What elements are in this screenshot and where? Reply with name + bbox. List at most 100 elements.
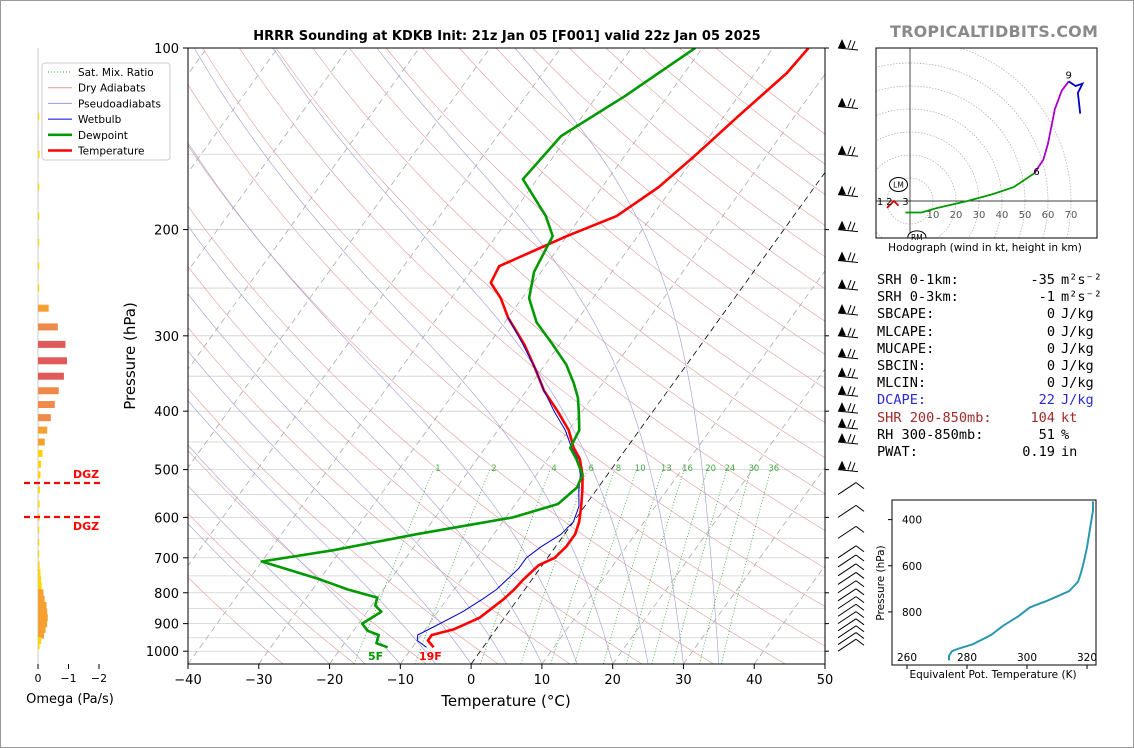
- barb-staff: [837, 375, 859, 379]
- hodograph-plot: [876, 48, 1097, 238]
- barb-pennant: [838, 145, 846, 155]
- index-value: 0: [1046, 358, 1055, 375]
- index-unit: J/kg: [1061, 358, 1094, 375]
- barb-pennant: [838, 402, 846, 412]
- hodograph-ring-label: 10: [927, 210, 940, 221]
- legend-box: [41, 62, 171, 161]
- barb-staff: [837, 287, 859, 291]
- hodograph-height-label: 6: [1033, 167, 1039, 178]
- index-value: 0: [1046, 340, 1055, 357]
- omega-bar: [38, 637, 42, 645]
- dry-adiabat: [188, 144, 786, 664]
- omega-bar: [38, 538, 40, 546]
- mixing-ratio-line: [353, 469, 434, 664]
- barb-flag: [851, 434, 856, 444]
- index-value: 0.19: [1022, 444, 1055, 461]
- index-value: -1: [1038, 289, 1055, 306]
- theta-e-ylabel: Pressure (hPa): [875, 545, 887, 620]
- omega-bar: [38, 340, 66, 348]
- theta-e-xtick-label: 300: [1017, 652, 1037, 664]
- index-row: SHR 200-850mb: 104 kt: [877, 410, 1102, 427]
- barb-pennant: [838, 185, 846, 195]
- omega-xlabel: Omega (Pa/s): [26, 692, 114, 707]
- barb-staff: [837, 312, 859, 316]
- isotherm: [329, 48, 774, 664]
- barb-flag: [847, 279, 852, 289]
- mixing-ratio-label: 36: [768, 464, 779, 474]
- index-unit: J/kg: [1061, 323, 1094, 340]
- skewt-ytick-label: 600: [154, 511, 179, 526]
- pseudoadiabat: [376, 48, 684, 664]
- skewt-profiles: [260, 48, 810, 649]
- theta-e-panel: 260 280 300 320 400 600 800 Equivalent Pot. Te…: [875, 499, 1097, 681]
- index-unit: J/kg: [1061, 306, 1094, 323]
- barb-flag: [855, 563, 865, 571]
- omega-bar: [38, 401, 55, 409]
- omega-bar: [38, 550, 40, 558]
- rm-marker: [907, 230, 927, 238]
- mixing-ratio-label: 1: [435, 464, 440, 474]
- barb-pennant: [838, 385, 846, 395]
- legend-label: Temperature: [77, 146, 145, 158]
- index-unit: in: [1061, 444, 1078, 461]
- isotherm: [188, 48, 349, 272]
- barb-staff: [837, 632, 857, 646]
- index-unit: kt: [1061, 409, 1078, 426]
- barb-flag: [855, 580, 865, 588]
- barb-flag: [847, 368, 852, 377]
- hodograph-trace: [1033, 80, 1070, 174]
- barb-flag: [847, 146, 852, 155]
- omega-bar: [38, 620, 48, 628]
- skewt-panel: HRRR Sounding at KDKB Init: 21z Jan 05 […: [41, 29, 833, 710]
- index-value: -35: [1030, 272, 1055, 288]
- barb-staff: [837, 482, 857, 496]
- mixing-ratio-line: [699, 469, 752, 664]
- legend-label: Wetbulb: [78, 114, 122, 126]
- surface-dewpoint-label: 5F: [368, 650, 383, 663]
- profile-temperature: [426, 48, 810, 649]
- dgz-label-bottom: DGZ: [73, 520, 99, 533]
- hodograph-ring-label: 70: [1065, 210, 1078, 221]
- omega-ticks: 0 −1 −2: [35, 664, 107, 685]
- barb-staff: [837, 105, 859, 109]
- barb-flag: [855, 611, 865, 619]
- index-unit: m²s⁻²: [1061, 272, 1102, 288]
- index-label: SHR 200-850mb:: [877, 409, 992, 426]
- surface-temp-label: 19F: [419, 650, 442, 663]
- hodograph-ring-label: 60: [1042, 210, 1055, 221]
- omega-bar: [38, 304, 49, 312]
- skewt-xtick-label: −20: [316, 673, 343, 688]
- barb-staff: [837, 525, 857, 539]
- barb-pennant: [838, 97, 846, 107]
- barb-flag: [855, 504, 865, 512]
- dry-adiabat: [495, 48, 825, 322]
- mixing-ratio-label: 24: [725, 464, 736, 474]
- pseudoadiabat: [188, 225, 543, 664]
- omega-bar: [38, 414, 51, 422]
- index-label: SRH 0-1km:: [877, 272, 959, 288]
- omega-bar: [38, 460, 42, 468]
- skewt-xtick-label: −30: [245, 673, 272, 688]
- skewt-ytick-label: 800: [154, 587, 179, 602]
- skewt-axes-frame: [187, 47, 826, 665]
- barb-flag: [851, 387, 856, 396]
- rm-label: RM: [911, 233, 923, 242]
- dry-adiabat: [459, 48, 825, 355]
- isotherm: [188, 48, 278, 174]
- omega-bar: [38, 526, 40, 534]
- mixing-ratio-label: 8: [616, 464, 621, 474]
- omega-tick-label: −1: [60, 672, 76, 685]
- omega-bar: [38, 113, 40, 121]
- legend-label: Sat. Mix. Ratio: [78, 67, 154, 79]
- skewt-ticks: −40 −30 −20 −10 0 10 20 30 40 50 100 200 300 400 500 60…: [146, 42, 833, 688]
- omega-bar: [38, 357, 67, 365]
- hodograph-trace: [886, 199, 900, 209]
- theta-e-ytick-label: 400: [902, 515, 922, 527]
- theta-e-xtick-label: 320: [1077, 652, 1097, 664]
- barb-staff: [837, 638, 857, 652]
- skewt-background-lines: [188, 48, 825, 664]
- omega-bar: [38, 449, 43, 457]
- skewt-xtick-label: 20: [604, 673, 621, 688]
- omega-bar: [38, 595, 45, 603]
- barb-pennant: [838, 347, 846, 357]
